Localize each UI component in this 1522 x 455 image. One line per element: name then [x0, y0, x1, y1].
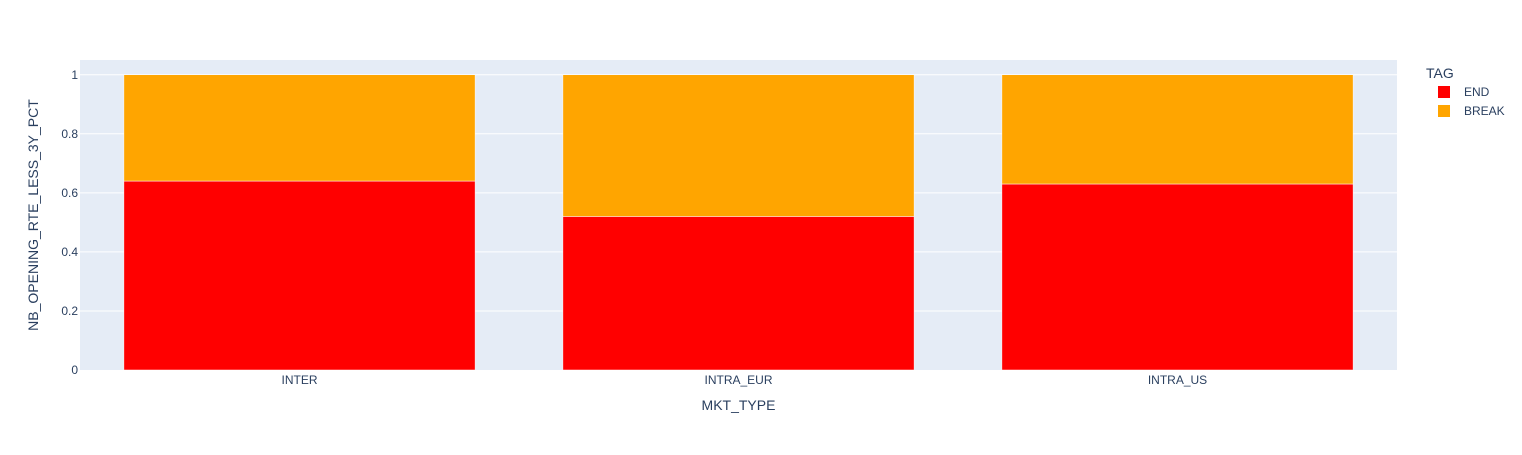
y-tick-label: 1 — [71, 68, 78, 82]
legend-item-break[interactable]: BREAK — [1438, 104, 1505, 118]
y-tick-label: 0.8 — [61, 127, 78, 141]
bar-end-intra-eur[interactable] — [562, 216, 915, 371]
legend-label: BREAK — [1464, 104, 1505, 118]
legend-swatch — [1438, 86, 1450, 98]
bar-break-intra-eur[interactable] — [562, 74, 915, 217]
y-axis-ticks: 0 0.2 0.4 0.6 0.8 1 — [61, 68, 78, 377]
bar-break-intra-us[interactable] — [1001, 74, 1354, 185]
legend-title: TAG — [1426, 65, 1454, 81]
bars — [123, 74, 1354, 371]
x-axis-ticks: INTER INTRA_EUR INTRA_US — [282, 373, 1208, 387]
legend-swatch — [1438, 105, 1450, 117]
y-axis-title: NB_OPENING_RTE_LESS_3Y_PCT — [25, 99, 41, 331]
y-tick-label: 0.2 — [61, 304, 78, 318]
bar-end-inter[interactable] — [123, 180, 476, 371]
legend-items[interactable]: END BREAK — [1438, 85, 1505, 118]
legend-label: END — [1464, 85, 1490, 99]
bar-end-intra-us[interactable] — [1001, 183, 1354, 371]
y-tick-label: 0 — [71, 363, 78, 377]
bar-break-inter[interactable] — [123, 74, 476, 182]
x-tick-label: INTER — [282, 373, 318, 387]
legend[interactable]: TAG END BREAK — [1426, 65, 1505, 118]
y-tick-label: 0.6 — [61, 186, 78, 200]
x-axis-title: MKT_TYPE — [702, 397, 776, 413]
x-tick-label: INTRA_US — [1148, 373, 1207, 387]
y-tick-label: 0.4 — [61, 245, 78, 259]
x-tick-label: INTRA_EUR — [704, 373, 772, 387]
legend-item-end[interactable]: END — [1438, 85, 1490, 99]
